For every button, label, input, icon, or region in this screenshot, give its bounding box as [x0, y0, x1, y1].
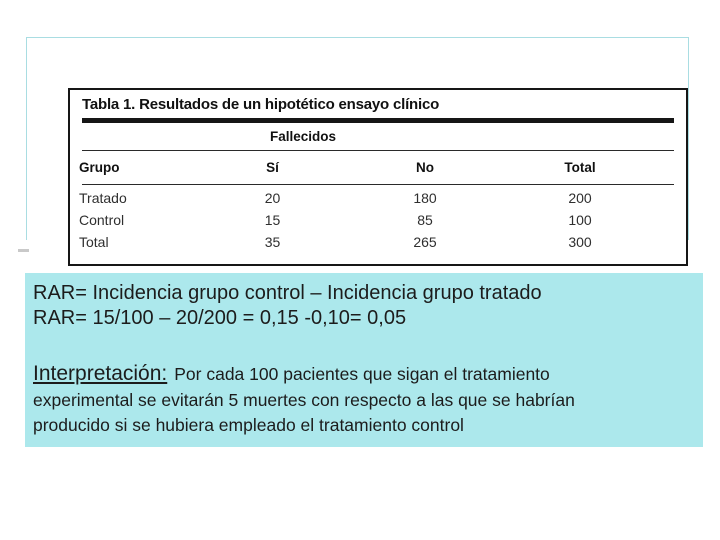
table-header-row: Grupo Sí No Total — [70, 151, 686, 184]
table-row: Total 35 265 300 — [70, 231, 686, 253]
col-header-si: Sí — [266, 160, 279, 175]
rar-formula-line: RAR= Incidencia grupo control – Incidenc… — [33, 282, 542, 304]
cell-no: 265 — [413, 234, 437, 250]
interpretation-block: Interpretación: Por cada 100 pacientes qu… — [33, 361, 703, 439]
cell-si: 35 — [264, 234, 281, 250]
table-row: Control 15 85 100 — [70, 209, 686, 231]
table-title: Tabla 1. Resultados de un hipotético ens… — [82, 96, 440, 113]
rar-note-box: RAR= Incidencia grupo control – Incidenc… — [25, 273, 703, 447]
cell-si: 20 — [264, 190, 281, 206]
interpretation-line: Interpretación: Por cada 100 pacientes qu… — [33, 361, 703, 388]
rar-calculation-line: RAR= 15/100 – 20/200 = 0,15 -0,10= 0,05 — [33, 307, 407, 329]
interpretation-line: producido si se hubiera empleado el trat… — [33, 415, 464, 435]
row-label: Control — [79, 212, 125, 228]
span-column-header: Fallecidos — [270, 129, 337, 144]
cell-total: 100 — [568, 212, 592, 228]
clinical-trial-table: Tabla 1. Resultados de un hipotético ens… — [68, 88, 688, 266]
row-label: Tratado — [79, 190, 127, 206]
cell-si: 15 — [264, 212, 281, 228]
cell-no: 85 — [417, 212, 433, 228]
stray-mark — [18, 249, 29, 252]
col-header-grupo: Grupo — [79, 160, 120, 175]
cell-total: 200 — [568, 190, 592, 206]
col-header-no: No — [416, 160, 434, 175]
interpretation-text: Por cada 100 pacientes que sigan el trat… — [174, 364, 550, 384]
thin-rule-top — [82, 150, 674, 151]
interpretation-line: experimental se evitarán 5 muertes con r… — [33, 389, 575, 410]
cell-no: 180 — [413, 190, 437, 206]
thin-rule-header — [82, 184, 674, 185]
interpretation-label: Interpretación: — [33, 362, 168, 385]
col-header-total: Total — [564, 160, 596, 175]
cell-total: 300 — [568, 234, 592, 250]
figure-frame: Tabla 1. Resultados de un hipotético ens… — [26, 37, 689, 266]
table-row: Tratado 20 180 200 — [70, 187, 686, 209]
row-label: Total — [79, 234, 109, 250]
thick-rule — [82, 118, 674, 123]
